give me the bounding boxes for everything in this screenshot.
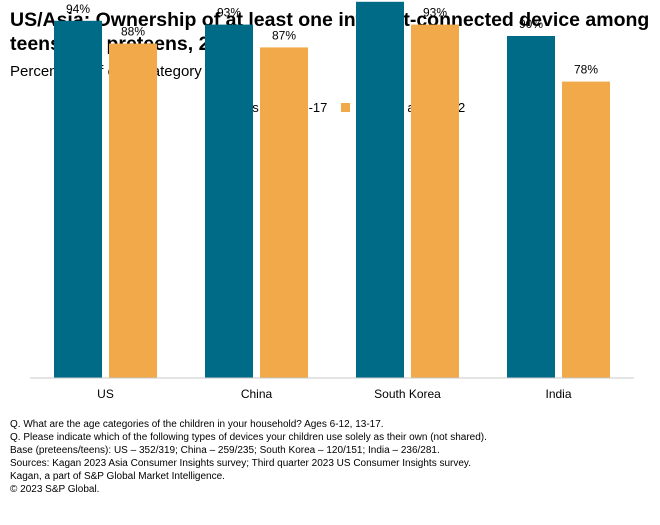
bar-children (411, 24, 459, 378)
footnote-line: Kagan, a part of S&P Global Market Intel… (10, 471, 225, 482)
bar-children (260, 47, 308, 379)
bar-children (562, 81, 610, 378)
bar-teens (356, 1, 404, 379)
legend-swatch-children (341, 103, 351, 112)
footnotes: Q. What are the age categories of the ch… (10, 418, 650, 496)
x-tick-label: US (97, 387, 114, 401)
data-label: 93% (423, 6, 447, 20)
footnote-line: Base (preteens/teens): US – 352/319; Chi… (10, 445, 440, 456)
data-label: 88% (121, 25, 145, 39)
x-tick-label: South Korea (374, 387, 441, 401)
data-label: 78% (574, 63, 598, 77)
x-tick-label: China (241, 387, 273, 401)
bars-layer (54, 1, 610, 379)
data-label: 94% (66, 2, 90, 16)
data-label: 90% (519, 17, 543, 31)
footnote-line: Q. Please indicate which of the followin… (10, 432, 487, 443)
bar-teens (205, 24, 253, 378)
footnote-line: © 2023 S&P Global. (10, 484, 100, 495)
x-tick-label: India (545, 387, 571, 401)
footnote-line: Q. What are the age categories of the ch… (10, 419, 384, 430)
footnote-line: Sources: Kagan 2023 Asia Consumer Insigh… (10, 458, 471, 469)
bar-children (109, 43, 157, 378)
bar-teens (507, 36, 555, 378)
bar-teens (54, 20, 102, 379)
data-label: 87% (272, 28, 296, 42)
data-label: 93% (217, 6, 241, 20)
